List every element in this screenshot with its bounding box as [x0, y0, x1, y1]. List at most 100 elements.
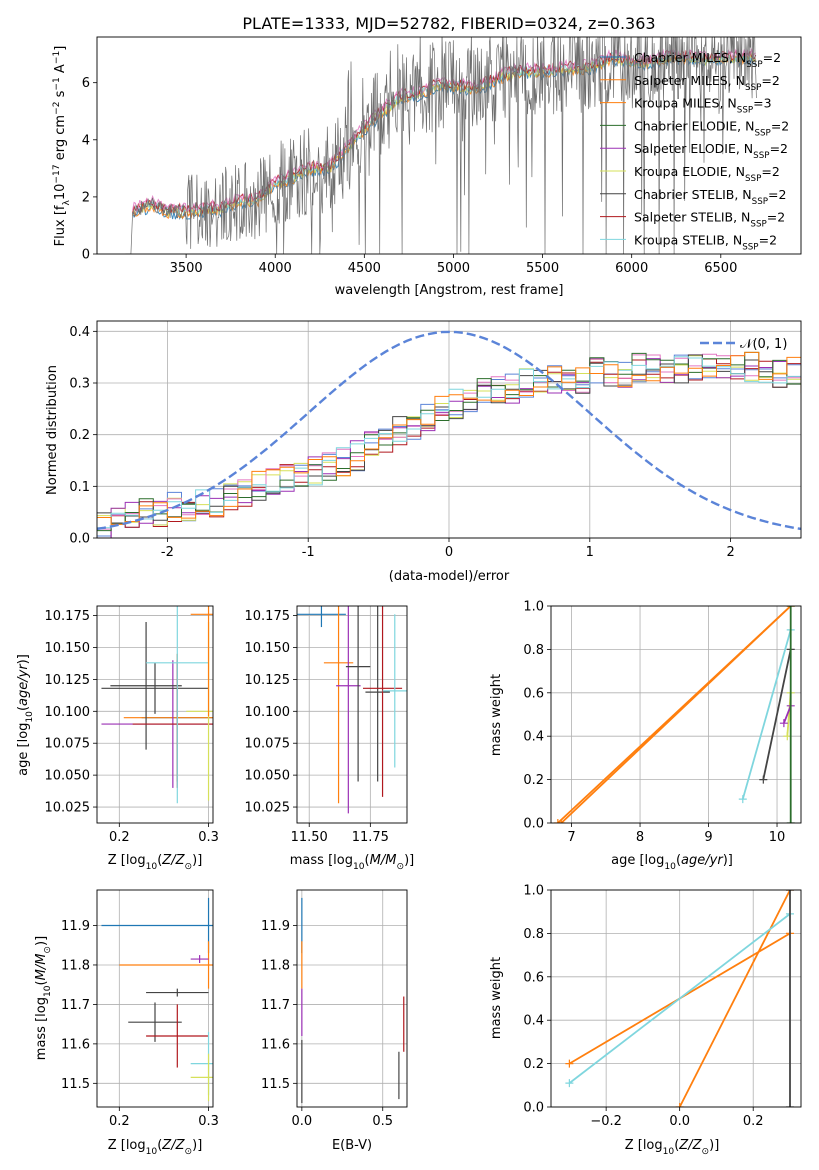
- y-tick-label: 0.4: [523, 730, 544, 745]
- weight-marker: [675, 1103, 684, 1107]
- x-tick-label: 0.3: [198, 830, 219, 845]
- x-axis-label: age [log10(age/yr)]: [611, 853, 733, 872]
- y-tick-label: 11.9: [261, 919, 290, 934]
- y-tick-label: 0.0: [523, 817, 544, 832]
- y-tick-label: 11.5: [61, 1077, 90, 1092]
- histogram-series: [97, 354, 801, 537]
- weight-marker: [759, 775, 768, 784]
- legend-label: Salpeter ELODIE, NSSP=2: [634, 141, 788, 161]
- x-tick-label: 7: [567, 830, 575, 845]
- x-tick-label: 8: [636, 830, 644, 845]
- x-tick-label: 0: [445, 545, 453, 560]
- x-axis-label: E(B-V): [332, 1138, 372, 1153]
- figure-title: PLATE=1333, MJD=52782, FIBERID=0324, z=0…: [242, 14, 655, 33]
- y-tick-label: 0.0: [523, 1101, 544, 1116]
- y-axis-label: Normed distribution: [45, 365, 60, 495]
- x-tick-label: 0.0: [292, 1114, 313, 1129]
- x-tick-label: 5000: [437, 261, 470, 276]
- y-tick-label: 1.0: [523, 884, 544, 899]
- x-tick-label: 0.2: [109, 1114, 130, 1129]
- legend-label: Chabrier STELIB, NSSP=2: [634, 187, 786, 207]
- x-tick-label: 5500: [526, 261, 559, 276]
- plot-area: [97, 330, 801, 538]
- y-tick-label: 11.8: [261, 958, 290, 973]
- y-tick-label: 10.125: [245, 673, 291, 688]
- y-tick-label: 0.6: [523, 686, 544, 701]
- x-tick-label: -1: [302, 545, 315, 560]
- x-tick-label: 0.3: [198, 1114, 219, 1129]
- x-tick-label: 9: [704, 830, 712, 845]
- weight-marker: [779, 719, 788, 728]
- y-tick-label: 0.1: [69, 480, 90, 495]
- plot-area: [297, 606, 407, 814]
- x-axis-label: Z [log10(Z/Z⊙)]: [108, 1138, 203, 1157]
- x-tick-label: 10: [769, 830, 786, 845]
- y-tick-label: 2: [82, 190, 90, 205]
- y-axis-label: mass [log10(M/M⊙)]: [34, 936, 53, 1060]
- y-tick-label: 11.8: [61, 958, 90, 973]
- weight-metallicity-panel: −0.2 0.0 0.2 0.0 0.2 0.4 0.6 0.8 1.0: [523, 884, 802, 1129]
- y-tick-label: 0.8: [523, 927, 544, 942]
- legend-label: Chabrier MILES, NSSP=2: [634, 50, 781, 70]
- weight-marker: [565, 1059, 574, 1068]
- weight-marker: [738, 795, 747, 804]
- age-metallicity-panel: 0.2 0.3 10.025 10.050 10.075 10.100 10.125 10.1…: [45, 605, 219, 845]
- axes-frame: [550, 605, 802, 824]
- y-tick-label: 10.050: [45, 769, 91, 784]
- x-tick-label: -2: [161, 545, 174, 560]
- x-axis-label: Z [log10(Z/Z⊙)]: [108, 853, 203, 872]
- y-tick-label: 10.100: [245, 705, 291, 720]
- y-tick-label: 0.2: [69, 428, 90, 443]
- x-tick-label: 0.2: [743, 1114, 764, 1129]
- weight-marker: [786, 606, 795, 610]
- y-tick-label: 10.100: [45, 705, 91, 720]
- y-axis-label: mass weight: [489, 957, 504, 1039]
- y-tick-label: 10.025: [45, 801, 91, 816]
- x-axis-label: Z [log10(Z/Z⊙)]: [625, 1138, 720, 1157]
- x-tick-label: −0.2: [590, 1114, 622, 1129]
- weight-marker: [557, 819, 566, 823]
- legend-label: Kroupa MILES, NSSP=3: [634, 96, 772, 116]
- y-tick-label: 0.2: [523, 773, 544, 788]
- y-tick-label: 6: [82, 76, 90, 91]
- x-axis-label: mass [log10(M/M⊙)]: [290, 853, 414, 872]
- x-tick-label: 6000: [615, 261, 648, 276]
- histogram-series: [97, 353, 801, 530]
- residual-panel: -2 -1 0 1 2 0.0 0.1 0.2 0.3 0.4: [69, 320, 802, 560]
- age-mass-panel: 11.50 11.75 10.025 10.050 10.075 10.100 10.125…: [245, 605, 408, 845]
- x-axis-label: wavelength [Angstrom, rest frame]: [335, 283, 564, 298]
- histogram-series: [97, 354, 801, 524]
- y-tick-label: 10.075: [45, 737, 91, 752]
- plot-area: [553, 606, 795, 823]
- y-tick-label: 11.7: [261, 998, 290, 1013]
- axes-frame: [96, 605, 214, 824]
- x-tick-label: 6500: [704, 261, 737, 276]
- histogram-series: [97, 351, 801, 532]
- y-tick-label: 0.4: [523, 1014, 544, 1029]
- y-tick-label: 11.6: [61, 1037, 90, 1052]
- y-tick-label: 11.7: [61, 998, 90, 1013]
- plot-area: [101, 897, 213, 1102]
- y-tick-label: 0.8: [523, 643, 544, 658]
- x-tick-label: 1: [586, 545, 594, 560]
- weight-age-panel: 7 8 9 10 0.0 0.2 0.4 0.6 0.8 1.0: [523, 600, 802, 845]
- axes-frame: [96, 889, 214, 1108]
- weight-line: [678, 890, 791, 1107]
- y-tick-label: 0.3: [69, 377, 90, 392]
- y-tick-label: 10.175: [245, 609, 291, 624]
- y-tick-label: 10.075: [245, 737, 291, 752]
- plot-area: [565, 890, 794, 1107]
- y-tick-label: 10.150: [45, 641, 91, 656]
- x-tick-label: 0.2: [109, 830, 130, 845]
- y-tick-label: 1.0: [523, 600, 544, 615]
- plot-area: [125, 37, 757, 254]
- y-tick-label: 11.6: [261, 1037, 290, 1052]
- x-tick-label: 11.50: [291, 830, 328, 845]
- y-tick-label: 0.2: [523, 1057, 544, 1072]
- legend-label: Salpeter STELIB, NSSP=2: [634, 210, 785, 230]
- y-tick-label: 0.0: [69, 532, 90, 547]
- spectrum-panel: 3500 4000 4500 5000 5500 6000 6500 0 2 4 6: [82, 36, 802, 276]
- y-tick-label: 0.6: [523, 970, 544, 985]
- y-axis-label: age [log10(age/yr)]: [16, 654, 35, 776]
- legend-label: Kroupa STELIB, NSSP=2: [634, 232, 777, 252]
